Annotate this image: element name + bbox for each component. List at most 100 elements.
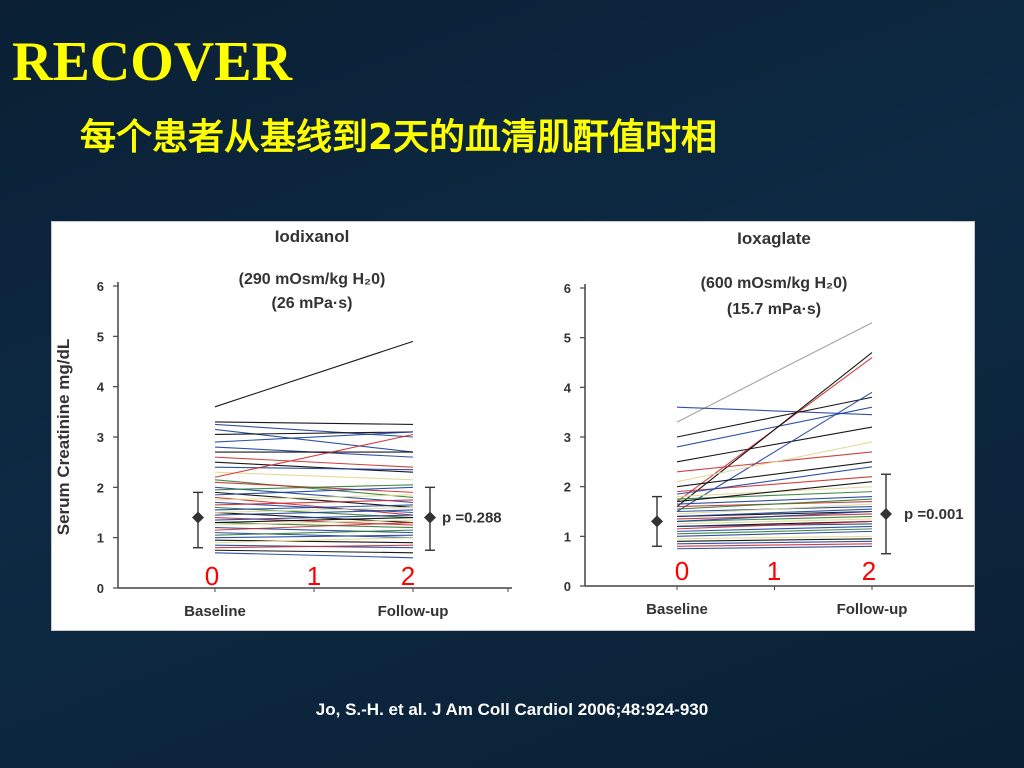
patient-series-line: [676, 441, 873, 483]
patient-series-line: [214, 532, 414, 539]
patient-series-line: [214, 509, 414, 516]
chart-subtitle-line: (26 mPa·s): [272, 295, 353, 312]
patient-series-line: [676, 520, 873, 530]
series-group: [676, 322, 873, 550]
patient-series-line: [214, 494, 414, 501]
y-tick-label: 6: [564, 281, 571, 296]
patient-series-line: [214, 466, 414, 471]
chart-subtitle-line: (15.7 mPa·s): [727, 301, 821, 318]
summary-mean-diamond: [651, 515, 663, 528]
patient-series-line: [214, 456, 414, 468]
day-annotation: 0: [675, 556, 689, 586]
patient-series-line: [676, 528, 873, 535]
chart-panel-1: Iodixanol (290 mOsm/kg H₂0) (26 mPa·s) Seru…: [54, 227, 512, 620]
patient-series-line: [214, 340, 414, 408]
y-tick-label: 0: [564, 579, 571, 594]
patient-series-line: [214, 499, 414, 506]
patient-series-line: [214, 519, 414, 526]
patient-series-line: [214, 484, 414, 491]
patient-series-line: [676, 461, 873, 488]
patient-series-line: [676, 406, 873, 448]
slide-title: RECOVER: [12, 31, 293, 93]
y-tick-label: 0: [97, 581, 104, 596]
patient-series-line: [214, 428, 414, 453]
patient-series-line: [214, 552, 414, 559]
y-tick-label: 4: [97, 380, 105, 395]
patient-series-line: [214, 496, 414, 516]
patient-series-line: [676, 518, 873, 525]
patient-series-line: [214, 549, 414, 554]
chart-panel-2: Ioxaglate (600 mOsm/kg H₂0) (15.7 mPa·s) 0 1…: [564, 229, 974, 618]
x-category-label: Baseline: [184, 603, 246, 620]
p-value-label: p =0.001: [904, 506, 964, 523]
patient-series-line: [676, 503, 873, 515]
patient-series-line: [214, 522, 414, 529]
creatinine-figure: Iodixanol (290 mOsm/kg H₂0) (26 mPa·s) Seru…: [54, 227, 974, 620]
figure-panel: Iodixanol (290 mOsm/kg H₂0) (26 mPa·s) Seru…: [52, 222, 974, 630]
day-annotation: 1: [767, 556, 781, 586]
patient-series-line: [676, 525, 873, 532]
day-annotation: 1: [307, 561, 321, 591]
patient-series-line: [214, 423, 414, 438]
patient-series-line: [214, 516, 414, 524]
patient-series-line: [676, 510, 873, 522]
patient-series-line: [214, 537, 414, 544]
patient-series-line: [676, 481, 873, 503]
chart-subtitle-line: (600 mOsm/kg H₂0): [701, 275, 848, 292]
chart-title: Ioxaglate: [737, 229, 811, 248]
patient-series-line: [676, 498, 873, 510]
patient-series-line: [676, 466, 873, 495]
patient-series-line: [676, 545, 873, 550]
patient-series-line: [214, 539, 414, 544]
patient-series-line: [214, 529, 414, 536]
patient-series-line: [676, 496, 873, 505]
y-tick-label: 6: [97, 279, 104, 294]
patient-series-line: [676, 426, 873, 463]
y-tick-label: 4: [564, 380, 572, 395]
patient-series-line: [676, 535, 873, 540]
patient-series-line: [214, 491, 414, 509]
y-tick-label: 1: [564, 529, 571, 544]
y-tick-label: 5: [97, 329, 104, 344]
x-category-label: Follow-up: [378, 603, 449, 620]
y-tick-label: 1: [97, 531, 104, 546]
x-category-label: Baseline: [646, 601, 708, 618]
patient-series-line: [676, 396, 873, 438]
patient-series-line: [214, 527, 414, 534]
y-axis-label: Serum Creatinine mg/dL: [54, 339, 73, 535]
y-tick-label: 2: [97, 480, 104, 495]
patient-series-line: [214, 504, 414, 511]
y-tick-label: 3: [564, 430, 571, 445]
patient-series-line: [676, 352, 873, 507]
patient-series-line: [676, 515, 873, 522]
patient-series-line: [214, 461, 414, 473]
day-annotation: 2: [862, 556, 876, 586]
patient-series-line: [214, 433, 414, 478]
series-group: [214, 340, 414, 559]
patient-series-line: [676, 391, 873, 512]
summary-mean-diamond: [880, 507, 892, 520]
patient-series-line: [676, 508, 873, 518]
chart-subtitle-line: (290 mOsm/kg H₂0): [239, 271, 386, 288]
patient-series-line: [676, 538, 873, 542]
y-tick-label: 2: [564, 480, 571, 495]
chart-title: Iodixanol: [275, 227, 350, 246]
day-annotation: 0: [205, 561, 219, 591]
patient-series-line: [214, 479, 414, 498]
patient-series-line: [214, 421, 414, 425]
p-value-label: p =0.288: [442, 510, 502, 527]
patient-series-line: [214, 506, 414, 514]
patient-series-line: [214, 544, 414, 549]
y-tick-label: 5: [564, 331, 571, 346]
summary-mean-diamond: [192, 511, 204, 524]
patient-series-line: [214, 431, 414, 436]
day-annotation: 2: [401, 561, 415, 591]
patient-series-line: [214, 534, 414, 539]
summary-mean-diamond: [424, 511, 436, 524]
patient-series-line: [214, 514, 414, 521]
patient-series-line: [676, 543, 873, 547]
patient-series-line: [676, 540, 873, 545]
patient-series-line: [214, 522, 414, 531]
patient-series-line: [214, 471, 414, 481]
y-tick-label: 3: [97, 430, 104, 445]
